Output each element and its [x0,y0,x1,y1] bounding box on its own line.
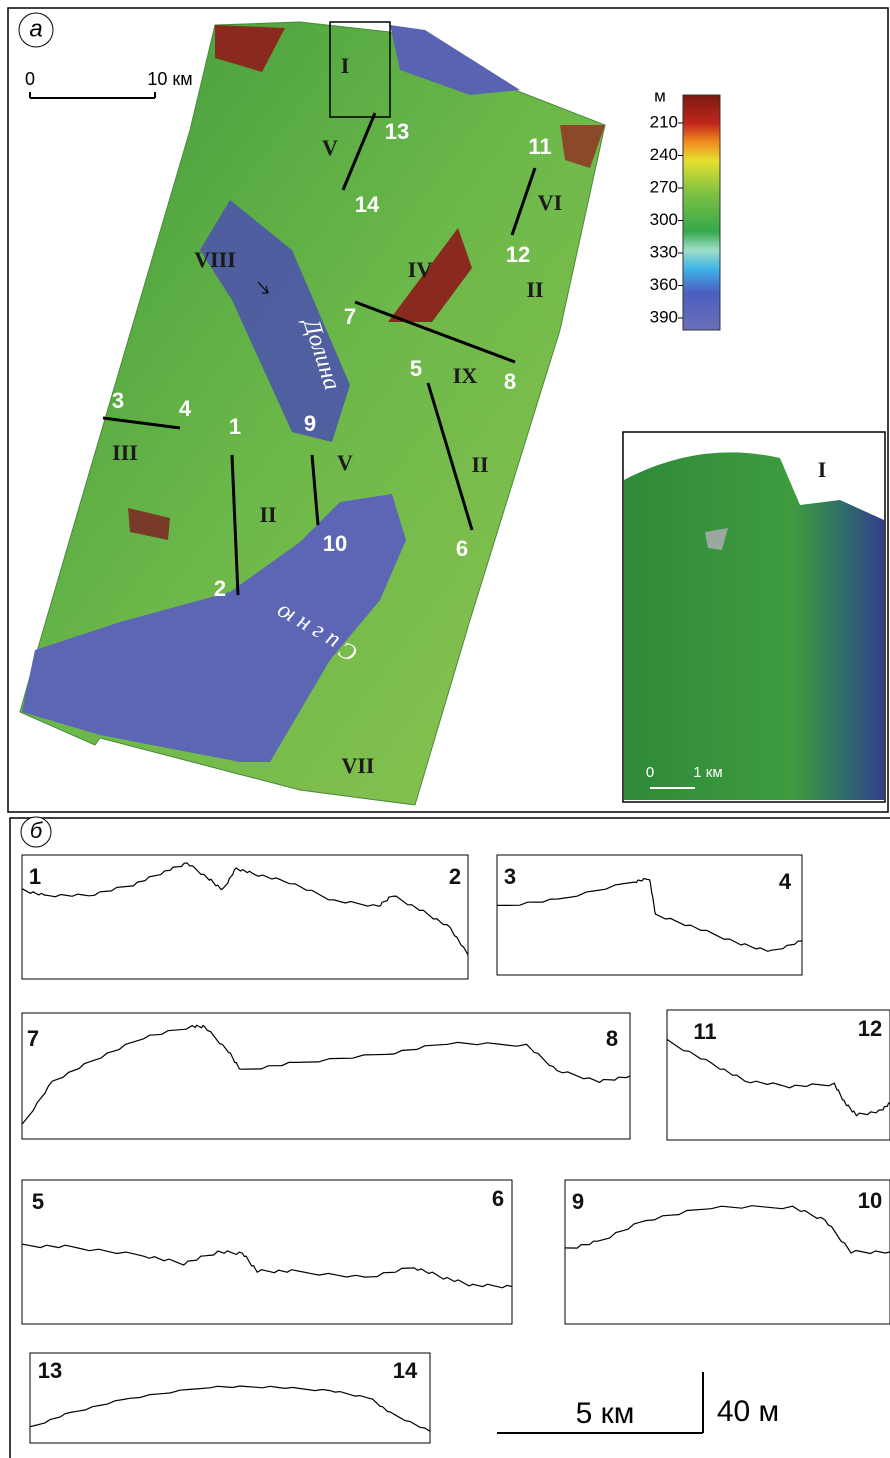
profile-point: 3 [112,388,124,413]
profile-start: 11 [693,1019,716,1044]
inset-surface [624,452,884,800]
colorbar-tick-label: 210 [650,112,678,131]
colorbar-tick-label: 270 [650,177,678,196]
scale-start: 0 [25,69,35,89]
region-label: V [322,135,338,160]
region-label: II [526,277,543,302]
profile-point: 8 [504,369,516,394]
profile-end: 8 [606,1026,618,1051]
profile-start: 7 [27,1026,39,1051]
inset-scale-end: 1 км [693,764,722,781]
region-label: VIII [194,247,236,272]
profile-point: 5 [410,356,422,381]
profile-point: 7 [344,304,356,329]
profile-point: 6 [456,536,468,561]
region-label: IX [453,363,478,388]
panel-label: б [30,818,44,843]
profile-start: 5 [32,1189,44,1214]
profile-point: 2 [214,576,226,601]
profile-point: 13 [385,119,409,144]
profile-end: 12 [858,1016,882,1041]
region-label: I [341,53,350,78]
scale-end: 10 км [147,69,192,89]
colorbar-tick-label: 360 [650,275,678,294]
profile-end: 6 [492,1186,504,1211]
panel-b-frame [10,818,890,1458]
profile-curve [22,863,468,955]
profile-frame [22,1013,630,1139]
region-label: II [259,502,276,527]
panel-label: а [29,15,42,42]
colorbar-tick-label: 300 [650,210,678,229]
profile-point: 4 [179,396,192,421]
profile-end: 2 [449,864,461,889]
profile-end: 10 [858,1188,882,1213]
colorbar-tick-label: 240 [650,145,678,164]
profile-point: 1 [229,414,241,439]
profile-curve [667,1039,890,1115]
profile-curve [565,1206,890,1254]
colorbar [683,95,720,330]
figure: а 0 10 км IVVIIIIVVIIIIXIIVIIIIIVII12345… [0,0,890,1458]
profile-frame [22,1180,512,1324]
inset-label: I [818,457,827,482]
colorbar-tick-label: 330 [650,242,678,261]
profile-point: 10 [323,531,347,556]
profile-point: 9 [304,411,316,436]
scale-vertical-label: 40 м [717,1395,779,1428]
profile-end: 4 [779,869,792,894]
scale-horizontal-label: 5 км [576,1397,635,1430]
colorbar-tick-label: 390 [650,307,678,326]
region-label: V [337,450,353,475]
profile-point: 12 [506,242,530,267]
profile-curve [30,1386,430,1431]
profile-curve [497,879,802,952]
profile-frame [22,855,468,979]
region-label: II [471,452,488,477]
inset-scale-start: 0 [646,764,654,781]
profile-point: 14 [355,192,380,217]
colorbar-unit: м [654,86,666,105]
region-label: VI [538,190,562,215]
profile-start: 13 [38,1358,62,1383]
profile-curve [22,1244,512,1288]
profile-start: 9 [572,1189,584,1214]
region-label: VII [341,753,374,778]
profile-curve [22,1025,630,1124]
profile-frame [565,1180,890,1324]
profile-point: 11 [528,134,551,159]
profile-frame [497,855,802,975]
profile-start: 3 [504,864,516,889]
region-label: III [112,440,138,465]
profile-start: 1 [29,864,41,889]
region-label: IV [408,257,433,282]
colorbar-ticks: 210 240 270 300 330 360 390 [650,112,683,326]
profile-end: 14 [393,1358,418,1383]
